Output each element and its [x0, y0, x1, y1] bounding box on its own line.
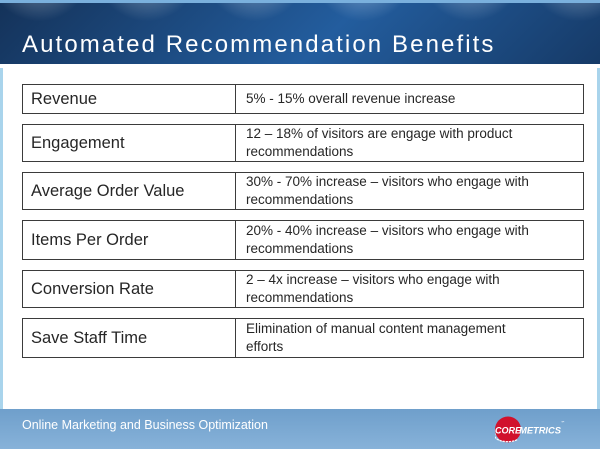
svg-text:CORE: CORE [495, 425, 522, 435]
svg-text:METRICS: METRICS [519, 425, 562, 435]
svg-text:℠: ℠ [561, 420, 565, 425]
